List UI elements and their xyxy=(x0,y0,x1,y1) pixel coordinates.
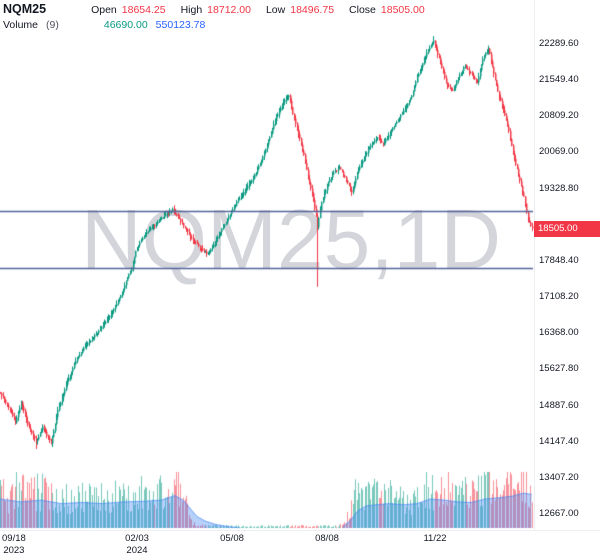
high-label: High xyxy=(180,4,203,16)
time-tick-label: 05/08 xyxy=(220,533,244,544)
low-value: 18496.75 xyxy=(290,4,335,16)
price-tick-label: 14147.40 xyxy=(539,435,579,447)
price-tick-label: 15627.80 xyxy=(539,363,579,375)
price-tick-label: 16368.00 xyxy=(539,327,579,339)
price-tick-label: 20809.20 xyxy=(539,110,579,122)
low-field: Low 18496.75 xyxy=(266,4,334,16)
time-tick-label: 09/18 2023 xyxy=(2,533,26,556)
high-field: High 18712.00 xyxy=(181,4,251,16)
time-tick-label: 08/08 xyxy=(315,533,339,544)
price-tick-label: 17848.40 xyxy=(539,254,579,266)
price-tick-label: 14887.60 xyxy=(539,399,579,411)
volume-indicator-row[interactable]: Volume (9) 46690.00 550123.78 xyxy=(3,19,440,36)
price-tick-label: 17108.20 xyxy=(539,291,579,303)
time-axis[interactable]: 09/18 2023 02/03 2024 05/08 08/08 11/22 xyxy=(0,530,600,558)
low-label: Low xyxy=(265,4,286,16)
symbol-row: NQM25 Open 18654.25 High 18712.00 Low 18496… xyxy=(3,2,440,19)
price-tick-label: 19328.80 xyxy=(539,182,579,194)
close-field: Close 18505.00 xyxy=(349,4,425,16)
symbol-title[interactable]: NQM25 xyxy=(3,2,47,16)
time-tick-label: 02/03 2024 xyxy=(125,533,149,556)
price-tick-label: 13407.20 xyxy=(539,471,579,483)
high-value: 18712.00 xyxy=(207,4,251,16)
volume-ma-value: 550123.78 xyxy=(155,19,206,31)
open-label: Open xyxy=(91,4,117,16)
price-axis[interactable]: 22289.60 21549.40 20809.20 20069.00 19328.80… xyxy=(534,0,600,530)
price-tick-label: 20069.00 xyxy=(539,146,579,158)
time-tick-label: 11/22 xyxy=(423,533,447,544)
price-tick-label: 21549.40 xyxy=(539,74,579,86)
price-tick-label: 22289.60 xyxy=(539,37,579,49)
close-value: 18505.00 xyxy=(380,4,425,16)
last-price-badge: 18505.00 xyxy=(534,220,600,237)
volume-value: 46690.00 xyxy=(103,19,148,31)
price-tick-label: 12667.00 xyxy=(539,508,579,520)
legend: NQM25 Open 18654.25 High 18712.00 Low 18496… xyxy=(3,2,440,36)
volume-label[interactable]: Volume xyxy=(3,19,39,31)
close-label: Close xyxy=(349,4,376,16)
open-field: Open 18654.25 xyxy=(91,4,165,16)
open-value: 18654.25 xyxy=(121,4,166,16)
volume-param: (9) xyxy=(46,19,59,31)
